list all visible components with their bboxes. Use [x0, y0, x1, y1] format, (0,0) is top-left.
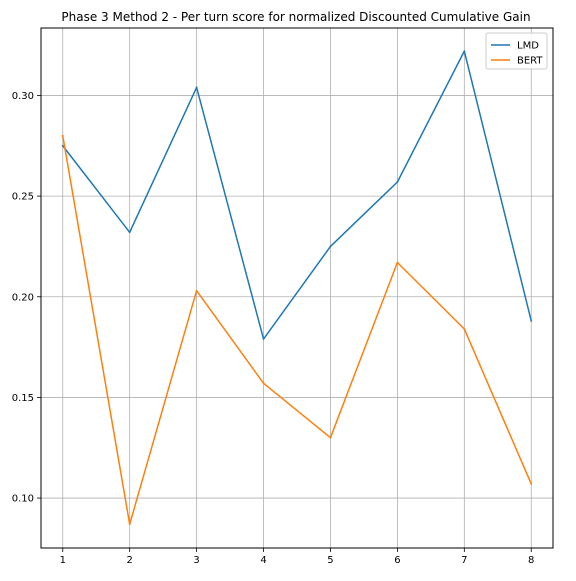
plot-frame [40, 27, 554, 549]
legend-label: BERT [517, 56, 543, 67]
grid [41, 28, 553, 548]
y-tick-label: 0.25 [12, 192, 34, 203]
data-point-lmd [463, 50, 466, 53]
x-tick-label: 7 [461, 555, 467, 566]
data-point-bert [530, 483, 533, 485]
x-tick-label: 6 [394, 555, 400, 566]
data-point-lmd [195, 86, 198, 89]
x-tick-label: 1 [60, 555, 66, 566]
data-point-bert [329, 436, 332, 439]
chart-title: Phase 3 Method 2 - Per turn score for no… [61, 10, 530, 24]
data-point-bert [463, 328, 466, 330]
data-point-lmd [530, 320, 533, 322]
x-tick-label: 2 [126, 555, 132, 566]
series-line-bert [62, 135, 532, 525]
x-axis: 1 2 3 4 5 6 7 8 [60, 548, 534, 566]
x-tick-label: 3 [193, 555, 199, 566]
data-point-lmd [396, 181, 399, 183]
series-line-lmd [62, 50, 532, 340]
x-tick-label: 8 [528, 555, 534, 566]
data-point-lmd [128, 231, 131, 234]
data-point-bert [396, 261, 399, 264]
x-tick-label: 5 [327, 555, 333, 566]
x-tick-label: 4 [260, 555, 266, 566]
data-point-lmd [61, 144, 64, 147]
data-point-bert [195, 289, 198, 292]
y-tick-label: 0.20 [12, 292, 34, 303]
y-tick-label: 0.15 [12, 393, 34, 404]
data-point-lmd [329, 245, 332, 248]
data-point-lmd [262, 338, 265, 340]
data-point-bert [262, 382, 265, 385]
legend-label: LMD [517, 41, 539, 52]
data-point-bert [128, 523, 131, 526]
data-point-bert [61, 134, 64, 137]
legend: LMD BERT [485, 32, 548, 70]
y-axis: 0.10 0.15 0.20 0.25 0.30 [12, 91, 41, 505]
y-tick-label: 0.10 [12, 494, 34, 505]
y-tick-label: 0.30 [12, 91, 34, 102]
plot-lines [61, 50, 533, 526]
